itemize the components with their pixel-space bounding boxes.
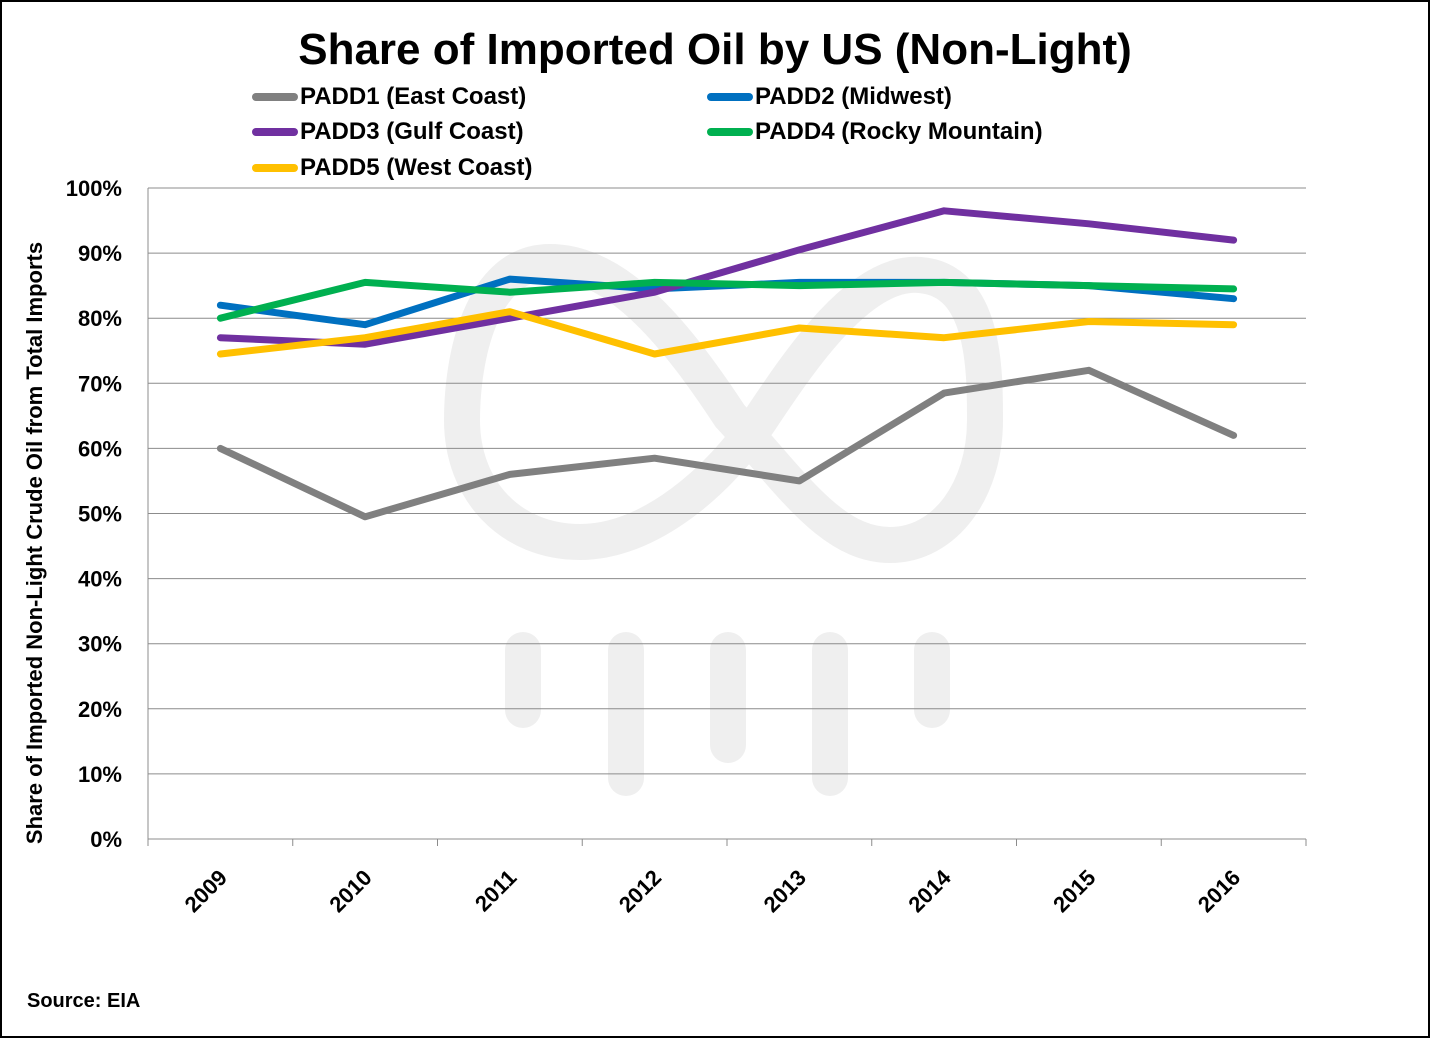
x-tick-label: 2015 <box>1048 865 1100 917</box>
y-tick-label: 60% <box>78 436 122 461</box>
chart-title: Share of Imported Oil by US (Non-Light) <box>298 25 1132 74</box>
x-tick-label: 2010 <box>324 865 376 917</box>
y-tick-label: 0% <box>90 827 122 852</box>
legend-label-padd3: PADD3 (Gulf Coast) <box>300 118 524 145</box>
series-line-padd5 <box>216 308 1238 358</box>
y-tick-label: 40% <box>78 567 122 592</box>
y-tick-label: 90% <box>78 241 122 266</box>
legend-swatch-padd3 <box>252 128 298 136</box>
legend-item-padd5: PADD5 (West Coast) <box>252 153 532 183</box>
legend-item-padd3: PADD3 (Gulf Coast) <box>252 117 524 147</box>
x-tick-label: 2011 <box>470 865 521 916</box>
legend-label-padd5: PADD5 (West Coast) <box>300 154 533 181</box>
infinity-logo-icon <box>443 243 1004 796</box>
y-tick-label: 80% <box>78 306 122 331</box>
x-tick-label: 2009 <box>180 865 232 917</box>
source-note: Source: EIA <box>27 990 141 1012</box>
legend-label-padd1: PADD1 (East Coast) <box>300 83 527 110</box>
series-line-padd3 <box>216 207 1238 348</box>
y-tick-label: 50% <box>78 502 122 527</box>
x-tick-label: 2012 <box>614 865 666 917</box>
legend-swatch-padd5 <box>252 164 298 172</box>
series-line-padd1 <box>216 366 1238 521</box>
series-line-padd4 <box>216 278 1238 322</box>
legend-swatch-padd4 <box>707 128 753 136</box>
y-axis-label: Share of Imported Non-Light Crude Oil fr… <box>22 242 47 844</box>
legend-swatch-padd1 <box>252 93 298 101</box>
x-tick-label: 2016 <box>1193 865 1245 917</box>
legend-item-padd4: PADD4 (Rocky Mountain) <box>707 117 1043 147</box>
legend-item-padd2: PADD2 (Midwest) <box>707 82 952 112</box>
legend-item-padd1: PADD1 (East Coast) <box>252 82 526 112</box>
legend-swatch-padd2 <box>707 93 753 101</box>
y-tick-label: 10% <box>78 762 122 787</box>
y-tick-label: 100% <box>66 176 122 201</box>
legend-label-padd4: PADD4 (Rocky Mountain) <box>755 118 1043 145</box>
y-tick-label: 70% <box>78 371 122 396</box>
x-tick-label: 2014 <box>903 864 956 917</box>
y-tick-label: 30% <box>78 632 122 657</box>
y-tick-label: 20% <box>78 697 122 722</box>
legend-label-padd2: PADD2 (Midwest) <box>755 83 952 110</box>
x-tick-label: 2013 <box>759 865 811 917</box>
